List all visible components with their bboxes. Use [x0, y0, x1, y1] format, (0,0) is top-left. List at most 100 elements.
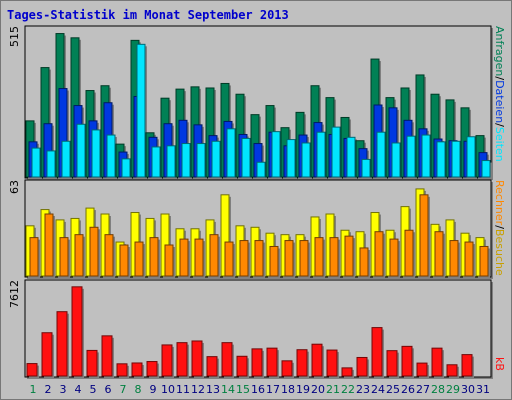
day-label: 1 — [30, 383, 37, 396]
day-label: 24 — [371, 383, 385, 396]
bar-seiten — [121, 158, 131, 178]
day-label: 14 — [221, 383, 235, 396]
right-label-part: / — [493, 123, 506, 127]
bar-rechner — [89, 226, 99, 277]
bar-seiten — [376, 131, 386, 178]
bar-kb — [41, 332, 53, 377]
bar-kb — [131, 362, 143, 377]
bar-rechner — [164, 244, 174, 277]
bar-kb — [116, 363, 128, 377]
bar-kb — [461, 354, 473, 377]
bar-rechner — [419, 194, 429, 277]
bar-rechner — [74, 234, 84, 277]
day-label: 9 — [150, 383, 157, 396]
right-label-part: kB — [493, 357, 506, 371]
bar-rechner — [359, 247, 369, 277]
bar-kb — [356, 356, 368, 377]
bar-seiten — [286, 139, 296, 178]
day-label: 15 — [236, 383, 250, 396]
bar-rechner — [314, 237, 324, 277]
bar-kb — [101, 335, 113, 377]
bar-seiten — [31, 147, 41, 178]
right-label-part: Anfragen — [493, 26, 506, 76]
day-label: 8 — [135, 383, 142, 396]
right-label-part: Seiten — [493, 127, 506, 162]
bar-seiten — [181, 143, 191, 178]
day-label: 23 — [356, 383, 370, 396]
bar-rechner — [104, 234, 114, 277]
bar-rechner — [464, 241, 474, 277]
y-max-label-requests: 515 — [8, 26, 21, 47]
day-label: 18 — [281, 383, 295, 396]
day-label: 7 — [120, 383, 127, 396]
bar-seiten — [91, 129, 101, 178]
bar-kb — [161, 344, 173, 377]
day-label: 3 — [60, 383, 67, 396]
bar-seiten — [346, 136, 356, 178]
bar-rechner — [179, 238, 189, 277]
bar-seiten — [301, 142, 311, 178]
day-label: 25 — [386, 383, 400, 396]
day-label: 21 — [326, 383, 340, 396]
chart-title: Tages-Statistik im Monat September 2013 — [7, 8, 289, 22]
bar-rechner — [434, 231, 444, 277]
bar-rechner — [134, 241, 144, 277]
day-label: 22 — [341, 383, 355, 396]
day-label: 16 — [251, 383, 265, 396]
bar-rechner — [344, 235, 354, 277]
bar-seiten — [421, 134, 431, 178]
bar-kb — [236, 355, 248, 377]
series-label-kb: kB — [493, 357, 506, 371]
bar-seiten — [241, 137, 251, 178]
day-label: 26 — [401, 383, 415, 396]
bar-seiten — [196, 143, 206, 178]
bar-kb — [296, 349, 308, 377]
y-max-label-kb: 7612 — [8, 280, 21, 308]
bar-kb — [146, 361, 158, 377]
bar-kb — [266, 347, 278, 377]
bar-seiten — [151, 146, 161, 178]
bar-seiten — [46, 150, 56, 178]
bar-seiten — [331, 126, 341, 178]
bar-rechner — [119, 244, 129, 277]
bar-seiten — [226, 128, 236, 178]
bar-rechner — [269, 245, 279, 277]
bar-rechner — [59, 237, 69, 277]
bar-kb — [56, 311, 68, 377]
bar-kb — [311, 343, 323, 377]
bar-rechner — [389, 238, 399, 277]
bar-seiten — [436, 141, 446, 178]
series-label-requests: Anfragen/Dateien/Seiten — [493, 26, 506, 162]
bar-rechner — [299, 240, 309, 277]
bar-kb — [281, 360, 293, 377]
bar-rechner — [29, 237, 39, 277]
bar-kb — [221, 342, 233, 377]
bar-rechner — [404, 229, 414, 277]
day-label: 2 — [45, 383, 52, 396]
bar-seiten — [451, 140, 461, 178]
bar-rechner — [149, 237, 159, 277]
bar-kb — [71, 286, 83, 377]
bar-kb — [86, 349, 98, 377]
day-label: 6 — [105, 383, 112, 396]
bar-seiten — [76, 123, 86, 178]
bar-kb — [416, 362, 428, 377]
day-label: 28 — [431, 383, 445, 396]
bar-rechner — [254, 240, 264, 277]
right-label-part: / — [493, 225, 506, 229]
day-label: 27 — [416, 383, 430, 396]
day-label: 4 — [75, 383, 82, 396]
bar-seiten — [391, 142, 401, 178]
y-max-label-visits: 63 — [8, 180, 21, 194]
day-label: 11 — [176, 383, 190, 396]
day-label: 30 — [461, 383, 475, 396]
bar-rechner — [194, 238, 204, 277]
bar-seiten — [481, 160, 491, 178]
day-label: 5 — [90, 383, 97, 396]
bar-rechner — [329, 237, 339, 277]
bar-seiten — [466, 136, 476, 178]
bar-seiten — [406, 135, 416, 178]
bar-rechner — [239, 240, 249, 277]
bar-kb — [446, 364, 458, 377]
bar-kb — [251, 348, 263, 377]
